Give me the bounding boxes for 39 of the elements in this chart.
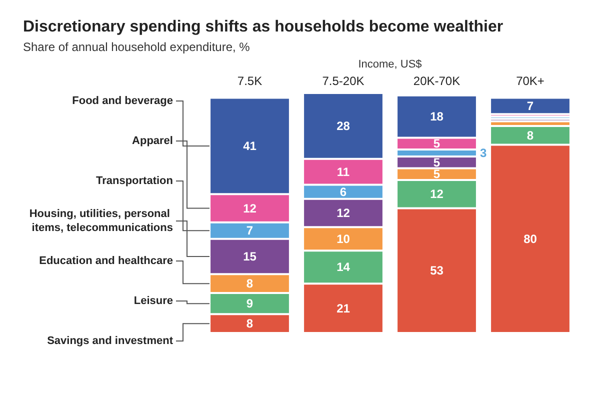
- data-label: 8: [526, 128, 534, 142]
- data-label: 12: [336, 206, 350, 220]
- data-label: 7: [246, 224, 254, 238]
- data-label: 5: [433, 136, 440, 151]
- text: Education and healthcare: [39, 255, 173, 267]
- data-label: 3: [480, 146, 487, 160]
- data-label: 41: [243, 138, 257, 153]
- data-label: 10: [336, 232, 350, 246]
- data-label: 14: [336, 260, 350, 274]
- data-label: 9: [246, 296, 254, 311]
- data-label: 8: [246, 316, 254, 331]
- data-label: 12: [243, 201, 257, 216]
- data-label: 5: [433, 167, 440, 182]
- x-axis-title: Income, US$: [358, 58, 422, 71]
- data-label: 12: [430, 187, 444, 202]
- data-label: 18: [430, 110, 444, 124]
- data-label: 15: [243, 250, 257, 264]
- data-label: 7: [526, 98, 534, 113]
- text: Housing, utilities, personal items, telecommunications: [29, 208, 173, 234]
- chart-subtitle: Share of annual household expenditure, %: [23, 40, 250, 54]
- data-label: 11: [336, 164, 350, 179]
- data-label: 28: [336, 118, 350, 133]
- data-label: 5: [433, 155, 440, 170]
- data-label: 8: [246, 276, 254, 291]
- text: Savings and investment: [47, 335, 174, 347]
- data-label: 21: [336, 301, 350, 316]
- x-tick-label: 20K-70K: [413, 74, 460, 88]
- chart-title: Discretionary spending shifts as households become wealthier: [23, 18, 504, 36]
- text: Apparel: [132, 135, 173, 147]
- x-tick-label: 7.5-20K: [322, 74, 364, 88]
- text: Transportation: [96, 175, 174, 187]
- bar: [490, 98, 570, 114]
- x-tick-label: 70K+: [516, 74, 544, 88]
- text: Leisure: [134, 295, 173, 307]
- data-label: 53: [430, 264, 444, 278]
- x-tick-label: 7.5K: [237, 74, 262, 88]
- data-label: 6: [340, 184, 347, 199]
- text: Food and beverage: [72, 95, 173, 107]
- data-label: 80: [524, 232, 538, 246]
